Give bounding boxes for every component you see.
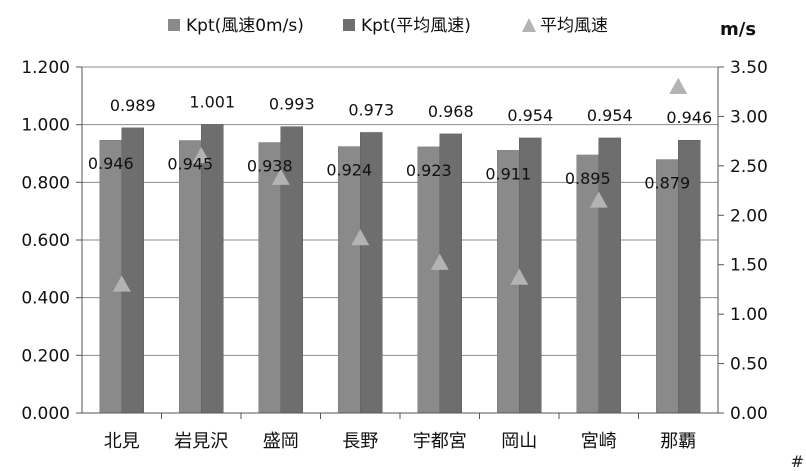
data-label-kpt-avgwind: 0.973 [348,100,394,119]
data-label-kpt-avgwind: 0.989 [110,96,156,115]
legend-label: Kpt(風速0m/s) [186,16,304,36]
right-tick-label: 0.50 [730,355,768,375]
data-label-kpt-avgwind: 0.954 [587,106,633,125]
category-label: 岡山 [501,431,537,452]
marker-avg-wind [430,253,449,270]
left-tick-label: 0.600 [21,231,70,251]
right-tick-label: 3.00 [730,107,768,127]
data-label-kpt-avgwind: 1.001 [189,92,235,111]
right-tick-label: 0.00 [730,404,768,424]
category-label: 那覇 [660,431,696,452]
left-tick-label: 1.200 [21,58,70,78]
category-label: 岩見沢 [174,431,228,452]
right-tick-label: 2.50 [730,157,768,177]
legend-label: Kpt(平均風速) [361,16,471,36]
marker-avg-wind [192,146,211,164]
bar-kpt-wind0 [576,154,599,414]
data-label-kpt-wind0: 0.946 [88,154,134,173]
legend-swatch-triangle [522,18,536,32]
data-label-kpt-wind0: 0.911 [485,164,531,183]
data-label-kpt-wind0: 0.895 [565,169,611,188]
left-tick-label: 0.000 [21,404,70,424]
data-label-kpt-wind0: 0.879 [644,174,690,193]
right-tick-label: 1.00 [730,305,768,325]
legend-swatch [168,19,180,31]
category-label: 宇都宮 [413,431,467,452]
data-label-kpt-wind0: 0.945 [167,155,213,174]
legend-label: 平均風速 [540,16,608,36]
bar-kpt-wind0 [656,159,679,414]
markers [112,77,688,292]
data-label-kpt-avgwind: 0.993 [269,95,315,114]
left-tick-label: 0.400 [21,289,70,309]
corner-mark: # [790,452,804,471]
marker-avg-wind [510,268,529,285]
right-axis-unit: m/s [720,19,756,40]
category-label: 長野 [342,431,378,452]
bar-kpt-wind0 [179,140,202,414]
category-label: 北見 [104,431,140,452]
left-tick-label: 1.000 [21,116,70,136]
category-label: 宮崎 [581,431,617,452]
left-tick-label: 0.800 [21,173,70,193]
data-label-kpt-avgwind: 0.968 [428,102,474,121]
right-tick-label: 1.50 [730,256,768,276]
legend-swatch [343,19,355,31]
category-label: 盛岡 [263,431,299,452]
marker-avg-wind [589,191,608,208]
right-tick-label: 2.00 [730,206,768,226]
marker-avg-wind [271,168,290,185]
data-label-kpt-wind0: 0.924 [326,161,372,180]
bar-kpt-wind0 [417,146,440,414]
marker-avg-wind [112,275,131,292]
left-tick-label: 0.200 [21,346,70,366]
legend: Kpt(風速0m/s) Kpt(平均風速) 平均風速 [168,16,608,36]
marker-avg-wind [351,229,370,246]
data-label-kpt-wind0: 0.938 [247,157,293,176]
bars [99,124,701,414]
data-label-kpt-wind0: 0.923 [406,161,452,180]
axes: 0.000 0.200 0.400 0.600 0.800 1.000 1.200 0.00 0… [21,58,768,452]
data-label-kpt-avgwind: 0.946 [666,108,712,127]
bar-kpt-wind0 [338,146,361,414]
right-tick-label: 3.50 [730,58,768,78]
bar-kpt-wind0 [99,139,122,414]
marker-avg-wind [669,77,688,94]
data-label-kpt-avgwind: 0.954 [507,106,553,125]
data-labels: 0.946 0.989 0.945 1.001 0.938 0.993 0.924 0.973… [88,92,712,192]
